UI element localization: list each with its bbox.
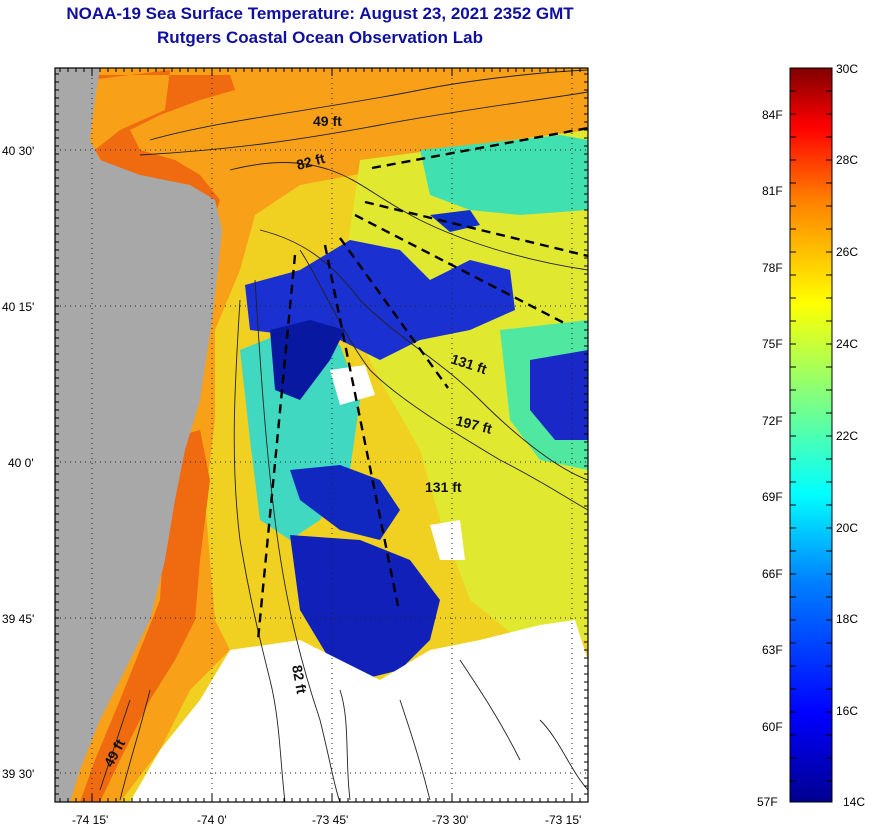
colorbar-fahrenheit-label: 60F [762,720,783,734]
hot-coastal-strip [80,430,210,802]
coldest-region-north [270,320,345,400]
cold-region-east [530,350,588,440]
transect-lines [256,126,588,641]
map-area [55,68,588,802]
colorbar-celsius-label: 20C [836,521,858,535]
lat-tick-label: 40 30' [2,144,34,158]
map-title: NOAA-19 Sea Surface Temperature: August … [66,4,574,23]
colorbar-fahrenheit-label: 75F [762,337,783,351]
colorbar-celsius-label: 16C [836,704,858,718]
lat-tick-label: 40 0' [8,456,34,470]
cool-region-1 [420,135,588,215]
lat-tick-label: 39 45' [2,612,34,626]
colorbar-celsius-label: 18C [836,612,858,626]
map-frame [54,67,589,803]
contour-label: 131 ft [425,479,462,495]
lon-tick-label: -73 30' [432,813,468,827]
lon-tick-label: -74 15' [72,813,108,827]
lat-tick-label: 40 15' [2,300,34,314]
contour-label: 82 ft [295,150,327,173]
colorbar-fahrenheit-label: 78F [762,261,783,275]
colorbar-celsius-label: 14C [843,795,865,809]
colorbar-fahrenheit-label: 72F [762,414,783,428]
bathymetry-contours [99,69,588,802]
colorbar [789,67,833,803]
colorbar-fahrenheit-label: 81F [762,184,783,198]
colorbar-celsius-label: 26C [836,245,858,259]
colorbar-fahrenheit-label: 57F [757,795,778,809]
colorbar-celsius-label: 24C [836,337,858,351]
colorbar-fahrenheit-label: 84F [762,108,783,122]
cloud-region-south [130,620,588,802]
cold-region-south [290,535,440,680]
land-new-jersey [55,68,222,802]
cloud-patch-east [430,520,465,560]
colorbar-fahrenheit-label: 69F [762,490,783,504]
colorbar-celsius-label: 28C [836,153,858,167]
lon-tick-label: -73 15' [545,813,581,827]
map-ticks [55,68,588,802]
colorbar-fahrenheit-label: 66F [762,567,783,581]
map-subtitle: Rutgers Coastal Ocean Observation Lab [157,28,483,47]
colorbar-fahrenheit-label: 63F [762,643,783,657]
contour-label: 82 ft [289,664,310,695]
lat-tick-label: 39 30' [2,767,34,781]
colorbar-celsius-label: 30C [836,62,858,76]
colorbar-ticks [790,67,832,782]
lon-tick-label: -74 0' [197,813,227,827]
colorbar-celsius-label: 22C [836,429,858,443]
lon-tick-label: -73 45' [312,813,348,827]
contour-label: 49 ft [313,113,342,129]
